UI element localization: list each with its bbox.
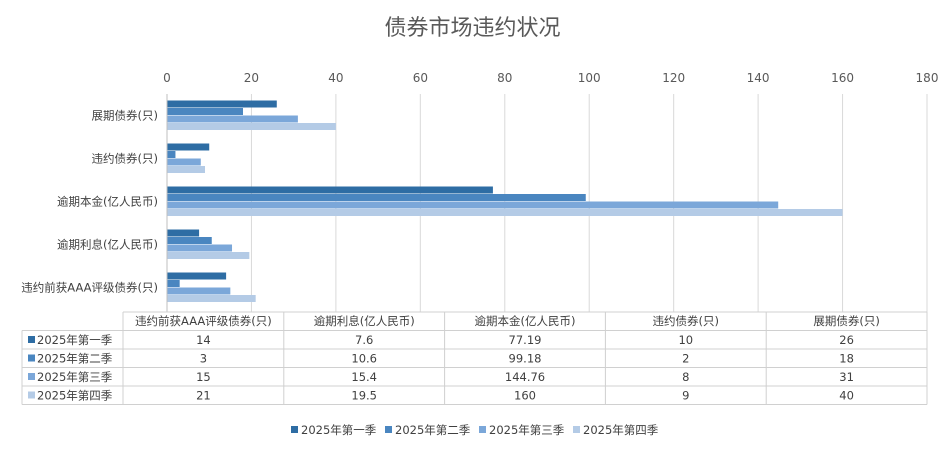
bar	[167, 252, 250, 259]
table-header-cell: 逾期本金(亿人民币)	[475, 314, 576, 328]
table-value-cell: 144.76	[505, 370, 545, 384]
table-value-cell: 7.6	[355, 333, 373, 347]
legend-swatch	[573, 426, 580, 433]
table-value-cell: 3	[200, 352, 207, 366]
bar	[167, 229, 200, 237]
table-value-cell: 14	[196, 333, 211, 347]
bar	[167, 166, 205, 173]
bar	[167, 237, 212, 244]
table-value-cell: 26	[839, 333, 854, 347]
legend-swatch	[385, 426, 392, 433]
legend-label: 2025年第四季	[583, 423, 659, 437]
bar	[167, 115, 298, 123]
category-label: 违约债券(只)	[92, 152, 158, 166]
bar	[167, 244, 233, 252]
bar	[167, 123, 336, 130]
bar	[167, 194, 586, 201]
table-value-cell: 15	[196, 370, 211, 384]
table-value-cell: 10	[678, 333, 693, 347]
bar	[167, 108, 243, 115]
bar	[167, 143, 210, 151]
x-tick-label: 40	[328, 71, 343, 85]
x-tick-label: 20	[244, 71, 259, 85]
x-tick-label: 160	[831, 71, 854, 85]
table-series-name: 2025年第三季	[37, 370, 113, 384]
table-value-cell: 40	[839, 389, 854, 403]
table-series-name: 2025年第二季	[37, 352, 113, 366]
bar	[167, 100, 277, 108]
x-tick-label: 60	[413, 71, 428, 85]
table-value-cell: 19.5	[351, 389, 377, 403]
bar	[167, 287, 231, 295]
table-value-cell: 8	[682, 370, 689, 384]
category-label: 违约前获AAA评级债券(只)	[21, 281, 158, 295]
bar	[167, 209, 843, 216]
table-value-cell: 18	[839, 352, 854, 366]
table-value-cell: 9	[682, 389, 689, 403]
x-tick-label: 180	[916, 71, 939, 85]
bar	[167, 151, 176, 158]
table-series-name: 2025年第四季	[37, 389, 113, 403]
table-value-cell: 77.19	[509, 333, 542, 347]
chart-title: 债券市场违约状况	[384, 16, 561, 41]
legend-label: 2025年第一季	[301, 423, 377, 437]
table-legend-swatch	[28, 373, 35, 380]
table-value-cell: 2	[682, 352, 689, 366]
bar	[167, 158, 201, 166]
x-tick-label: 80	[497, 71, 512, 85]
x-tick-label: 120	[662, 71, 685, 85]
table-header-cell: 违约债券(只)	[653, 314, 719, 328]
table-value-cell: 15.4	[351, 370, 377, 384]
bar	[167, 186, 493, 194]
table-value-cell: 10.6	[351, 352, 377, 366]
legend-swatch	[291, 426, 298, 433]
table-value-cell: 31	[839, 370, 854, 384]
legend-swatch	[479, 426, 486, 433]
table-legend-swatch	[28, 336, 35, 343]
category-label: 逾期利息(亿人民币)	[57, 238, 158, 252]
table-legend-swatch	[28, 354, 35, 362]
table-header-cell: 逾期利息(亿人民币)	[314, 314, 415, 328]
x-tick-label: 140	[747, 71, 770, 85]
table-header-cell: 展期债券(只)	[813, 314, 879, 328]
table-series-name: 2025年第一季	[37, 333, 113, 347]
category-label: 逾期本金(亿人民币)	[57, 195, 158, 209]
table-value-cell: 21	[196, 389, 211, 403]
legend-label: 2025年第二季	[395, 423, 471, 437]
table-value-cell: 99.18	[509, 352, 542, 366]
bar	[167, 201, 779, 209]
table-legend-swatch	[28, 391, 35, 399]
category-label: 展期债券(只)	[92, 109, 158, 123]
bar	[167, 280, 180, 287]
table-value-cell: 160	[514, 389, 536, 403]
bar	[167, 272, 227, 280]
legend-label: 2025年第三季	[489, 423, 565, 437]
table-header-cell: 违约前获AAA评级债券(只)	[135, 314, 272, 328]
x-tick-label: 0	[163, 71, 171, 85]
bar	[167, 295, 256, 302]
x-tick-label: 100	[578, 71, 601, 85]
